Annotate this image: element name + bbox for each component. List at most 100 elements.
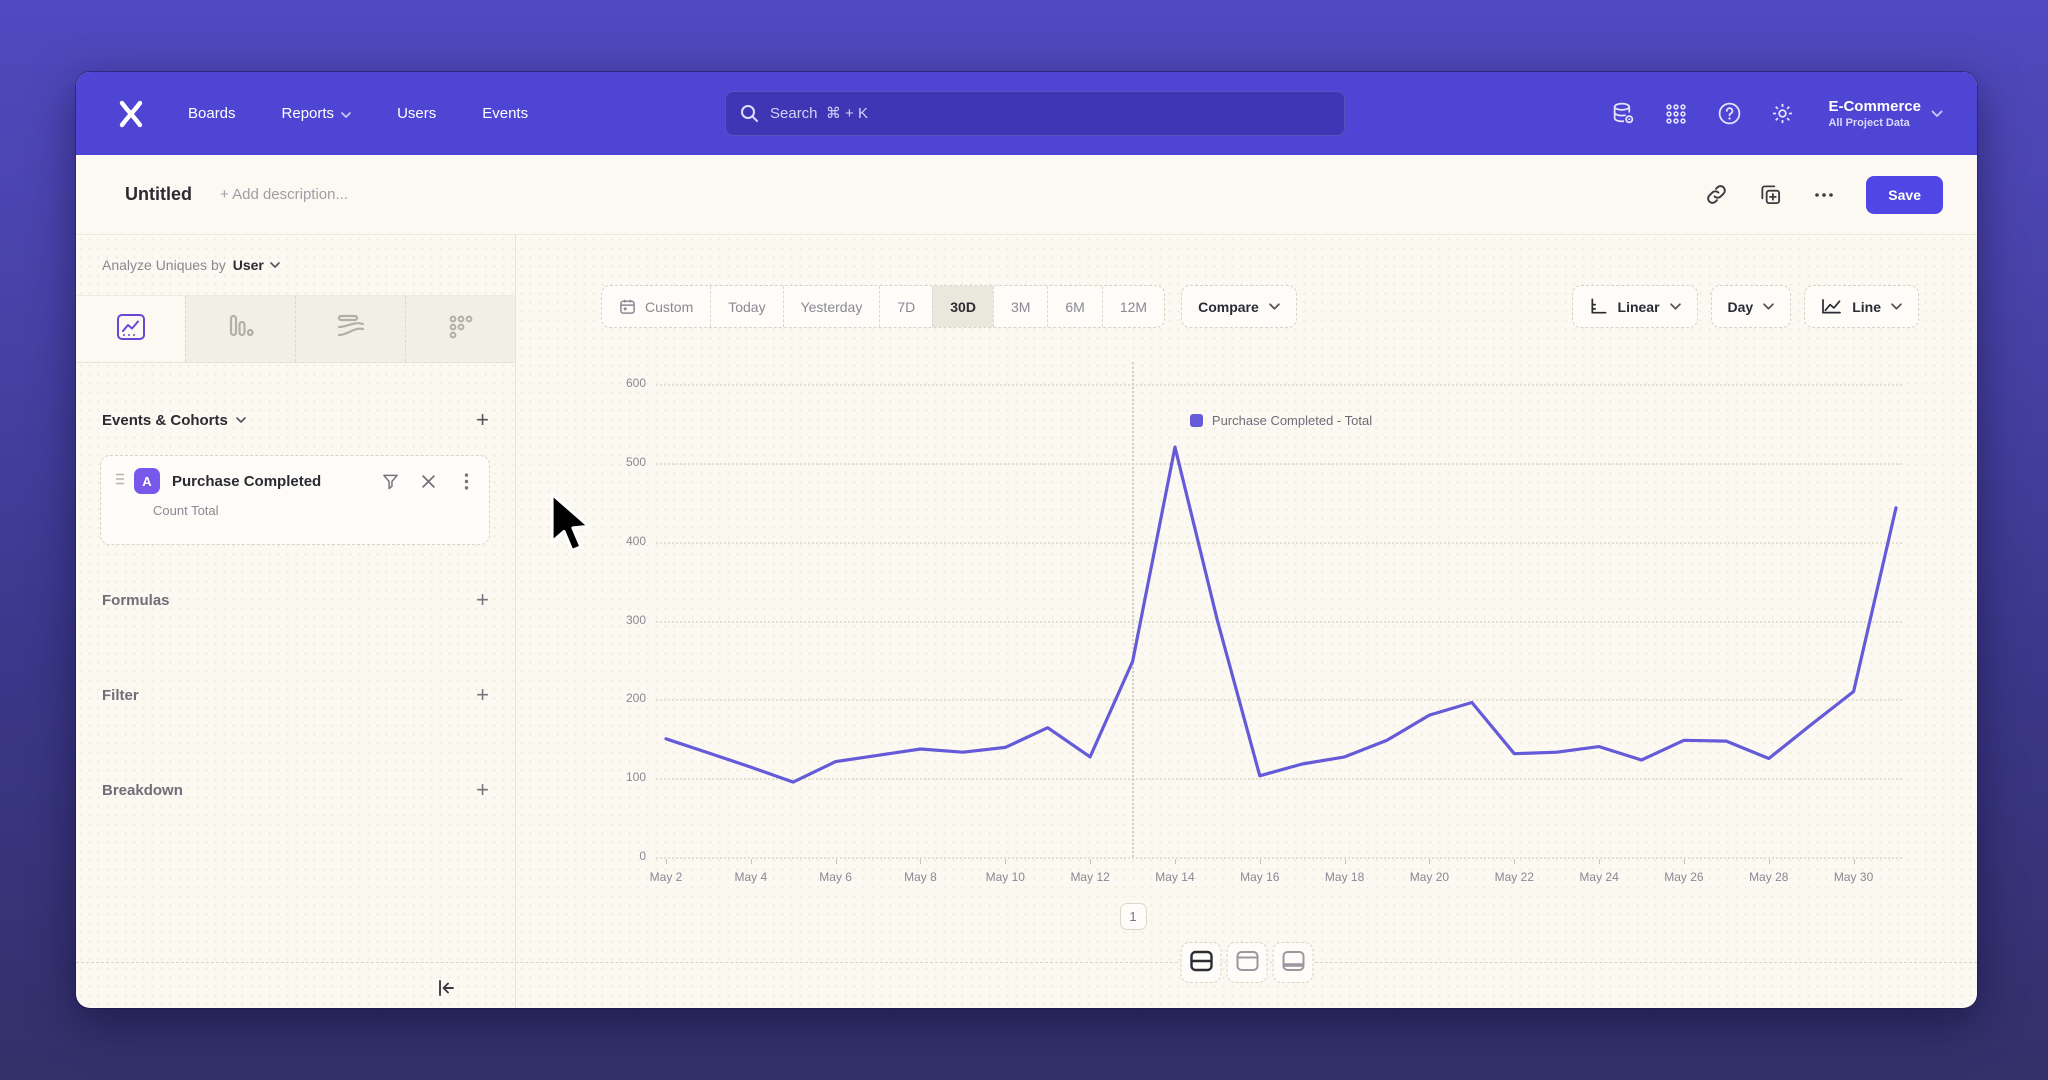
y-axis-label: 0 xyxy=(639,849,646,863)
layout-footer-bottom-button[interactable] xyxy=(1272,942,1314,983)
project-name: E-Commerce xyxy=(1828,98,1921,115)
calendar-icon xyxy=(620,299,635,314)
copy-link-icon[interactable] xyxy=(1704,183,1728,207)
project-switcher[interactable]: E-Commerce All Project Data xyxy=(1828,98,1943,129)
x-axis-label: May 22 xyxy=(1494,870,1534,884)
chevron-down-icon xyxy=(1931,110,1943,117)
tab-bar-chart-tab[interactable] xyxy=(185,296,295,362)
range-today[interactable]: Today xyxy=(710,286,782,327)
save-button[interactable]: Save xyxy=(1866,175,1943,214)
help-icon[interactable] xyxy=(1716,101,1742,127)
range-3m[interactable]: 3M xyxy=(992,286,1047,327)
nav-item-events[interactable]: Events xyxy=(482,105,529,122)
scale-dropdown[interactable]: Linear xyxy=(1571,285,1698,328)
tab-retention-tab[interactable] xyxy=(405,296,515,362)
layout-split-rows-icon xyxy=(1189,950,1213,975)
mixpanel-logo-icon[interactable] xyxy=(114,97,148,131)
apps-grid-icon[interactable] xyxy=(1663,101,1689,127)
duplicate-icon[interactable] xyxy=(1758,183,1782,207)
y-axis-label: 300 xyxy=(625,612,646,627)
layout-toggle-group xyxy=(1180,942,1314,983)
collapse-sidebar-icon[interactable] xyxy=(433,975,459,1001)
linear-axis-icon xyxy=(1589,297,1608,316)
project-subtitle: All Project Data xyxy=(1828,117,1910,129)
add-event-button[interactable]: + xyxy=(476,407,489,432)
range-30d[interactable]: 30D xyxy=(932,286,993,327)
chart-legend[interactable]: Purchase Completed - Total xyxy=(666,413,1896,428)
add-description[interactable]: + Add description... xyxy=(220,186,348,203)
add-formulas-button[interactable]: + xyxy=(476,587,489,612)
annotation-badge[interactable]: 1 xyxy=(1119,903,1147,930)
compare-dropdown[interactable]: Compare xyxy=(1181,285,1297,328)
event-measure[interactable]: Count Total xyxy=(153,503,219,518)
nav-item-reports[interactable]: Reports xyxy=(282,105,352,122)
layout-header-top-icon xyxy=(1235,950,1259,975)
x-axis-tick xyxy=(835,859,837,864)
x-axis-label: May 2 xyxy=(649,870,683,884)
x-axis-label: May 18 xyxy=(1324,870,1365,884)
retention-tab-icon xyxy=(447,313,475,346)
add-breakdown-button[interactable]: + xyxy=(476,777,489,802)
top-nav: Boards Reports Users Events xyxy=(76,72,1977,155)
range-custom[interactable]: Custom xyxy=(602,286,710,327)
event-series-badge: A xyxy=(134,468,160,494)
x-axis-label: May 28 xyxy=(1749,870,1789,884)
search-icon xyxy=(740,104,759,123)
interval-dropdown[interactable]: Day xyxy=(1710,285,1792,328)
layout-header-top-button[interactable] xyxy=(1226,942,1268,983)
range-6m[interactable]: 6M xyxy=(1047,286,1101,327)
layout-split-rows-button[interactable] xyxy=(1180,942,1222,983)
settings-gear-icon[interactable] xyxy=(1769,101,1795,127)
search-bar[interactable] xyxy=(725,91,1345,136)
chart-type-dropdown[interactable]: Line xyxy=(1804,285,1919,328)
analyze-value-dropdown[interactable]: User xyxy=(233,257,280,273)
chevron-down-icon xyxy=(1669,303,1681,310)
nav-item-boards[interactable]: Boards xyxy=(188,105,236,122)
y-axis-label: 500 xyxy=(625,454,646,469)
y-axis-label: 400 xyxy=(625,533,646,548)
search-input[interactable] xyxy=(770,105,1330,122)
events-cohorts-title[interactable]: Events & Cohorts xyxy=(102,412,246,429)
section-label: Filter xyxy=(102,686,139,704)
nav-items: Boards Reports Users Events xyxy=(188,105,528,122)
line-chart[interactable]: 0 100 200 300 400 500 600 May 2 May 4 May 6 May 8 M… xyxy=(517,235,1977,1008)
remove-event-icon[interactable] xyxy=(419,472,437,490)
y-gridline xyxy=(656,384,1902,386)
y-gridline xyxy=(656,462,1902,465)
annotation-line xyxy=(1131,362,1134,857)
display-controls: Linear Day xyxy=(1571,285,1919,328)
drag-handle-icon[interactable] xyxy=(115,472,125,491)
x-axis-tick xyxy=(1599,859,1601,864)
more-options-icon[interactable] xyxy=(1812,183,1836,207)
range-yesterday[interactable]: Yesterday xyxy=(782,286,880,327)
tab-insights-line-tab[interactable] xyxy=(76,296,185,362)
data-management-icon[interactable] xyxy=(1610,101,1636,127)
date-range-group: Custom Today Yesterday 7D 30D 3M 6M 12M xyxy=(601,285,1166,328)
chart-type-tabs xyxy=(76,295,515,363)
x-axis-tick xyxy=(1344,859,1346,864)
x-axis-label: May 16 xyxy=(1240,870,1280,884)
x-axis-label: May 8 xyxy=(904,870,937,884)
bar-chart-tab-icon xyxy=(226,313,256,346)
report-title[interactable]: Untitled xyxy=(125,184,192,204)
chart-panel: Custom Today Yesterday 7D 30D 3M 6M 12M Compare xyxy=(517,235,1977,1008)
nav-item-users[interactable]: Users xyxy=(397,105,437,122)
x-axis-label: May 4 xyxy=(734,870,768,884)
range-7d[interactable]: 7D xyxy=(879,286,932,327)
filter-funnel-icon[interactable] xyxy=(381,472,399,490)
bottom-divider xyxy=(76,962,1977,963)
y-gridline xyxy=(656,541,1902,544)
nav-right: E-Commerce All Project Data xyxy=(1610,72,1943,155)
x-axis-tick xyxy=(1514,859,1516,864)
tab-flow-tab[interactable] xyxy=(295,296,405,362)
event-options-icon[interactable] xyxy=(457,472,475,490)
legend-label: Purchase Completed - Total xyxy=(1211,413,1373,428)
add-filter-button[interactable]: + xyxy=(476,682,489,707)
range-12m[interactable]: 12M xyxy=(1101,286,1164,327)
analyze-uniques-row: Analyze Uniques by User xyxy=(76,235,515,295)
event-card[interactable]: A Purchase Completed xyxy=(100,455,490,545)
event-name[interactable]: Purchase Completed xyxy=(172,472,322,490)
section-formulas: Formulas + xyxy=(102,580,489,620)
x-axis-label: May 26 xyxy=(1664,870,1704,884)
x-axis-label: May 20 xyxy=(1409,870,1450,884)
